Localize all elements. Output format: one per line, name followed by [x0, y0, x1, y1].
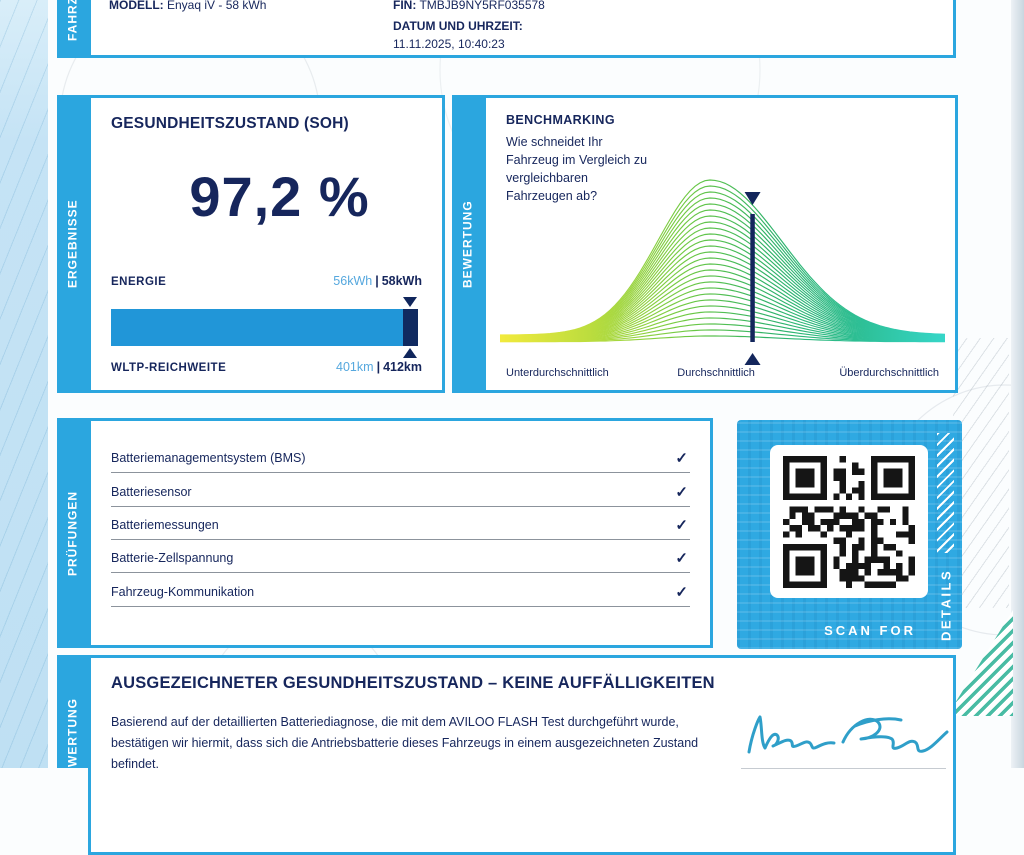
fin-label: FIN:: [393, 0, 417, 12]
left-edge-guilloche-band: [0, 0, 48, 768]
question-line: vergleichbaren: [506, 171, 588, 185]
energy-label: ENERGIE: [111, 276, 167, 288]
datum-value: 11.11.2025, 10:40:23: [393, 37, 505, 51]
check-row: Batteriesensor ✓: [111, 479, 690, 507]
check-row: Fahrzeug-Kommunikation ✓: [111, 579, 690, 607]
check-label: Fahrzeug-Kommunikation: [111, 585, 255, 599]
qr-code-block: SCAN FOR DETAILS: [737, 420, 962, 649]
fin-row: FIN: TMBJB9NY5RF035578: [393, 0, 545, 12]
signature-underline: [741, 768, 946, 769]
checkmark-icon: ✓: [675, 450, 688, 467]
section-tab-fahrzeug: FAHRZEUG: [57, 0, 88, 58]
question-line: Fahrzeug im Vergleich zu: [506, 153, 648, 167]
section-tab-label: PRÜFUNGEN: [65, 490, 80, 576]
wltp-label: WLTP-REICHWEITE: [111, 362, 227, 374]
section-tab-label: BEWERTUNG: [460, 200, 475, 288]
vehicle-info-panel: MODELL: Enyaq iV - 58 kWh FIN: TMBJB9NY5…: [88, 0, 956, 58]
energy-row: ENERGIE 56kWh | 58kWh: [111, 274, 422, 288]
axis-label-average: Durchschnittlich: [677, 367, 755, 379]
qr-hatch-decoration: [937, 433, 954, 553]
overall-assessment-panel: AUSGEZEICHNETER GESUNDHEITSZUSTAND – KEI…: [88, 655, 956, 855]
check-label: Batteriesensor: [111, 485, 192, 499]
modell-value: Enyaq iV - 58 kWh: [167, 0, 267, 12]
wltp-values: 401km | 412km: [336, 360, 422, 374]
soh-progress-bar: [111, 297, 422, 358]
check-label: Batteriemessungen: [111, 518, 219, 532]
bar-fill: [111, 309, 404, 346]
scan-for-label: SCAN FOR: [824, 623, 916, 638]
check-label: Batterie-Zellspannung: [111, 551, 234, 565]
page-right-edge: [1011, 0, 1024, 768]
checkmark-icon: ✓: [675, 584, 688, 601]
qr-code-frame: [770, 445, 928, 598]
assessment-body: Basierend auf der detaillierten Batterie…: [111, 715, 699, 771]
benchmark-axis-labels: Unterdurchschnittlich Durchschnittlich Ü…: [500, 367, 941, 381]
check-row: Batterie-Zellspannung ✓: [111, 545, 690, 573]
fin-value: TMBJB9NY5RF035578: [419, 0, 545, 12]
energy-nominal: 58kWh: [381, 274, 422, 288]
section-tab-pruefungen: PRÜFUNGEN: [57, 418, 88, 648]
gray-hatch-decoration: [953, 338, 1009, 608]
value-separator: |: [375, 274, 379, 288]
section-tab-label: FAHRZEUG: [65, 0, 80, 41]
benchmark-panel: BENCHMARKING Wie schneidet Ihr Fahrzeug …: [483, 95, 958, 393]
question-line: Fahrzeugen ab?: [506, 189, 598, 203]
wltp-row: WLTP-REICHWEITE 401km | 412km: [111, 360, 422, 374]
checks-panel: Batteriemanagementsystem (BMS) ✓ Batteri…: [88, 418, 713, 648]
soh-result-panel: GESUNDHEITSZUSTAND (SOH) 97,2 % ENERGIE …: [88, 95, 445, 393]
signature: [747, 715, 949, 754]
benchmark-question: Wie schneidet Ihr Fahrzeug im Vergleich …: [506, 133, 647, 205]
qr-code-icon: [783, 456, 915, 588]
assessment-heading: AUSGEZEICHNETER GESUNDHEITSZUSTAND – KEI…: [111, 674, 715, 692]
wltp-current: 401km: [336, 360, 374, 374]
section-tab-bewertung: BEWERTUNG: [452, 95, 483, 393]
energy-values: 56kWh | 58kWh: [333, 274, 422, 288]
section-tab-ergebnisse: ERGEBNISSE: [57, 95, 88, 393]
checkmark-icon: ✓: [675, 484, 688, 501]
wltp-nominal: 412km: [383, 360, 422, 374]
soh-title: GESUNDHEITSZUSTAND (SOH): [111, 115, 349, 132]
datum-label: DATUM UND UHRZEIT:: [393, 19, 523, 33]
question-line: Wie schneidet Ihr: [506, 135, 603, 149]
check-label: Batteriemanagementsystem (BMS): [111, 451, 306, 465]
section-tab-label: GESAMTBEWERTUNG: [57, 671, 88, 769]
marker-up-icon: [403, 348, 418, 358]
check-row: Batteriemanagementsystem (BMS) ✓: [111, 445, 690, 473]
checkmark-icon: ✓: [675, 517, 688, 534]
benchmark-bell-curve-chart: [500, 179, 946, 365]
axis-label-above-average: Überdurchschnittlich: [839, 367, 939, 379]
modell-label: MODELL:: [109, 0, 164, 12]
value-separator: |: [376, 360, 381, 374]
benchmark-title: BENCHMARKING: [506, 113, 615, 127]
axis-label-below-average: Unterdurchschnittlich: [506, 367, 609, 379]
checkmark-icon: ✓: [675, 550, 688, 567]
modell-row: MODELL: Enyaq iV - 58 kWh: [109, 0, 266, 12]
soh-value: 97,2 %: [189, 165, 370, 228]
section-tab-label: ERGEBNISSE: [65, 199, 80, 289]
energy-current: 56kWh: [333, 274, 373, 288]
check-row: Batteriemessungen ✓: [111, 512, 690, 540]
details-label: DETAILS: [938, 568, 954, 641]
marker-down-icon: [403, 297, 418, 307]
bar-measured-cap: [403, 309, 418, 346]
section-tab-gesamtbewertung: GESAMTBEWERTUNG: [57, 655, 88, 768]
